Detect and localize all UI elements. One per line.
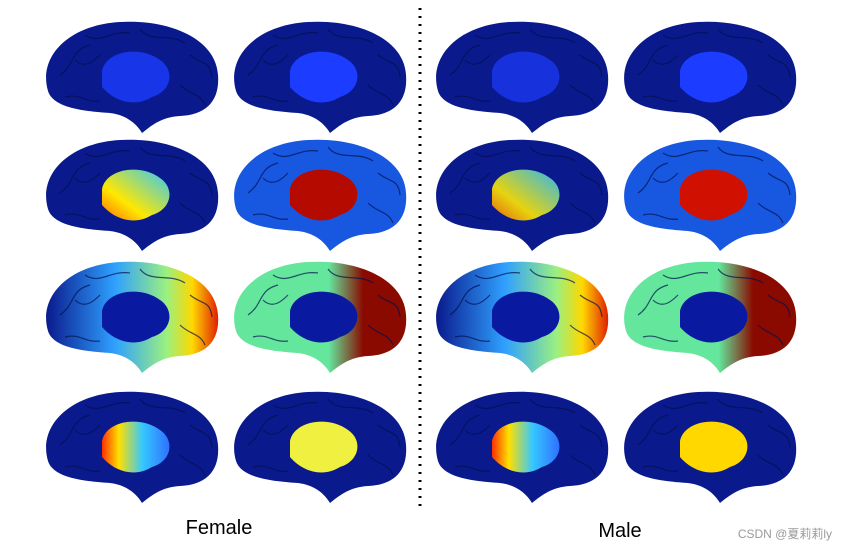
brain <box>436 21 609 133</box>
brain <box>436 391 609 503</box>
brain <box>436 139 609 251</box>
brain <box>624 139 797 251</box>
brain <box>46 139 219 251</box>
watermark: CSDN @夏莉莉ly <box>738 527 832 541</box>
brain <box>624 21 797 133</box>
brain <box>46 21 219 133</box>
brain <box>436 261 609 373</box>
group-label: Female <box>186 517 253 539</box>
brain <box>234 21 407 133</box>
brain <box>46 261 219 373</box>
brain <box>234 261 407 373</box>
brain-grid <box>46 21 797 503</box>
brain <box>624 391 797 503</box>
brain <box>234 139 407 251</box>
brain <box>624 261 797 373</box>
brain <box>46 391 219 503</box>
group-label: Male <box>598 520 641 542</box>
brain <box>234 391 407 503</box>
